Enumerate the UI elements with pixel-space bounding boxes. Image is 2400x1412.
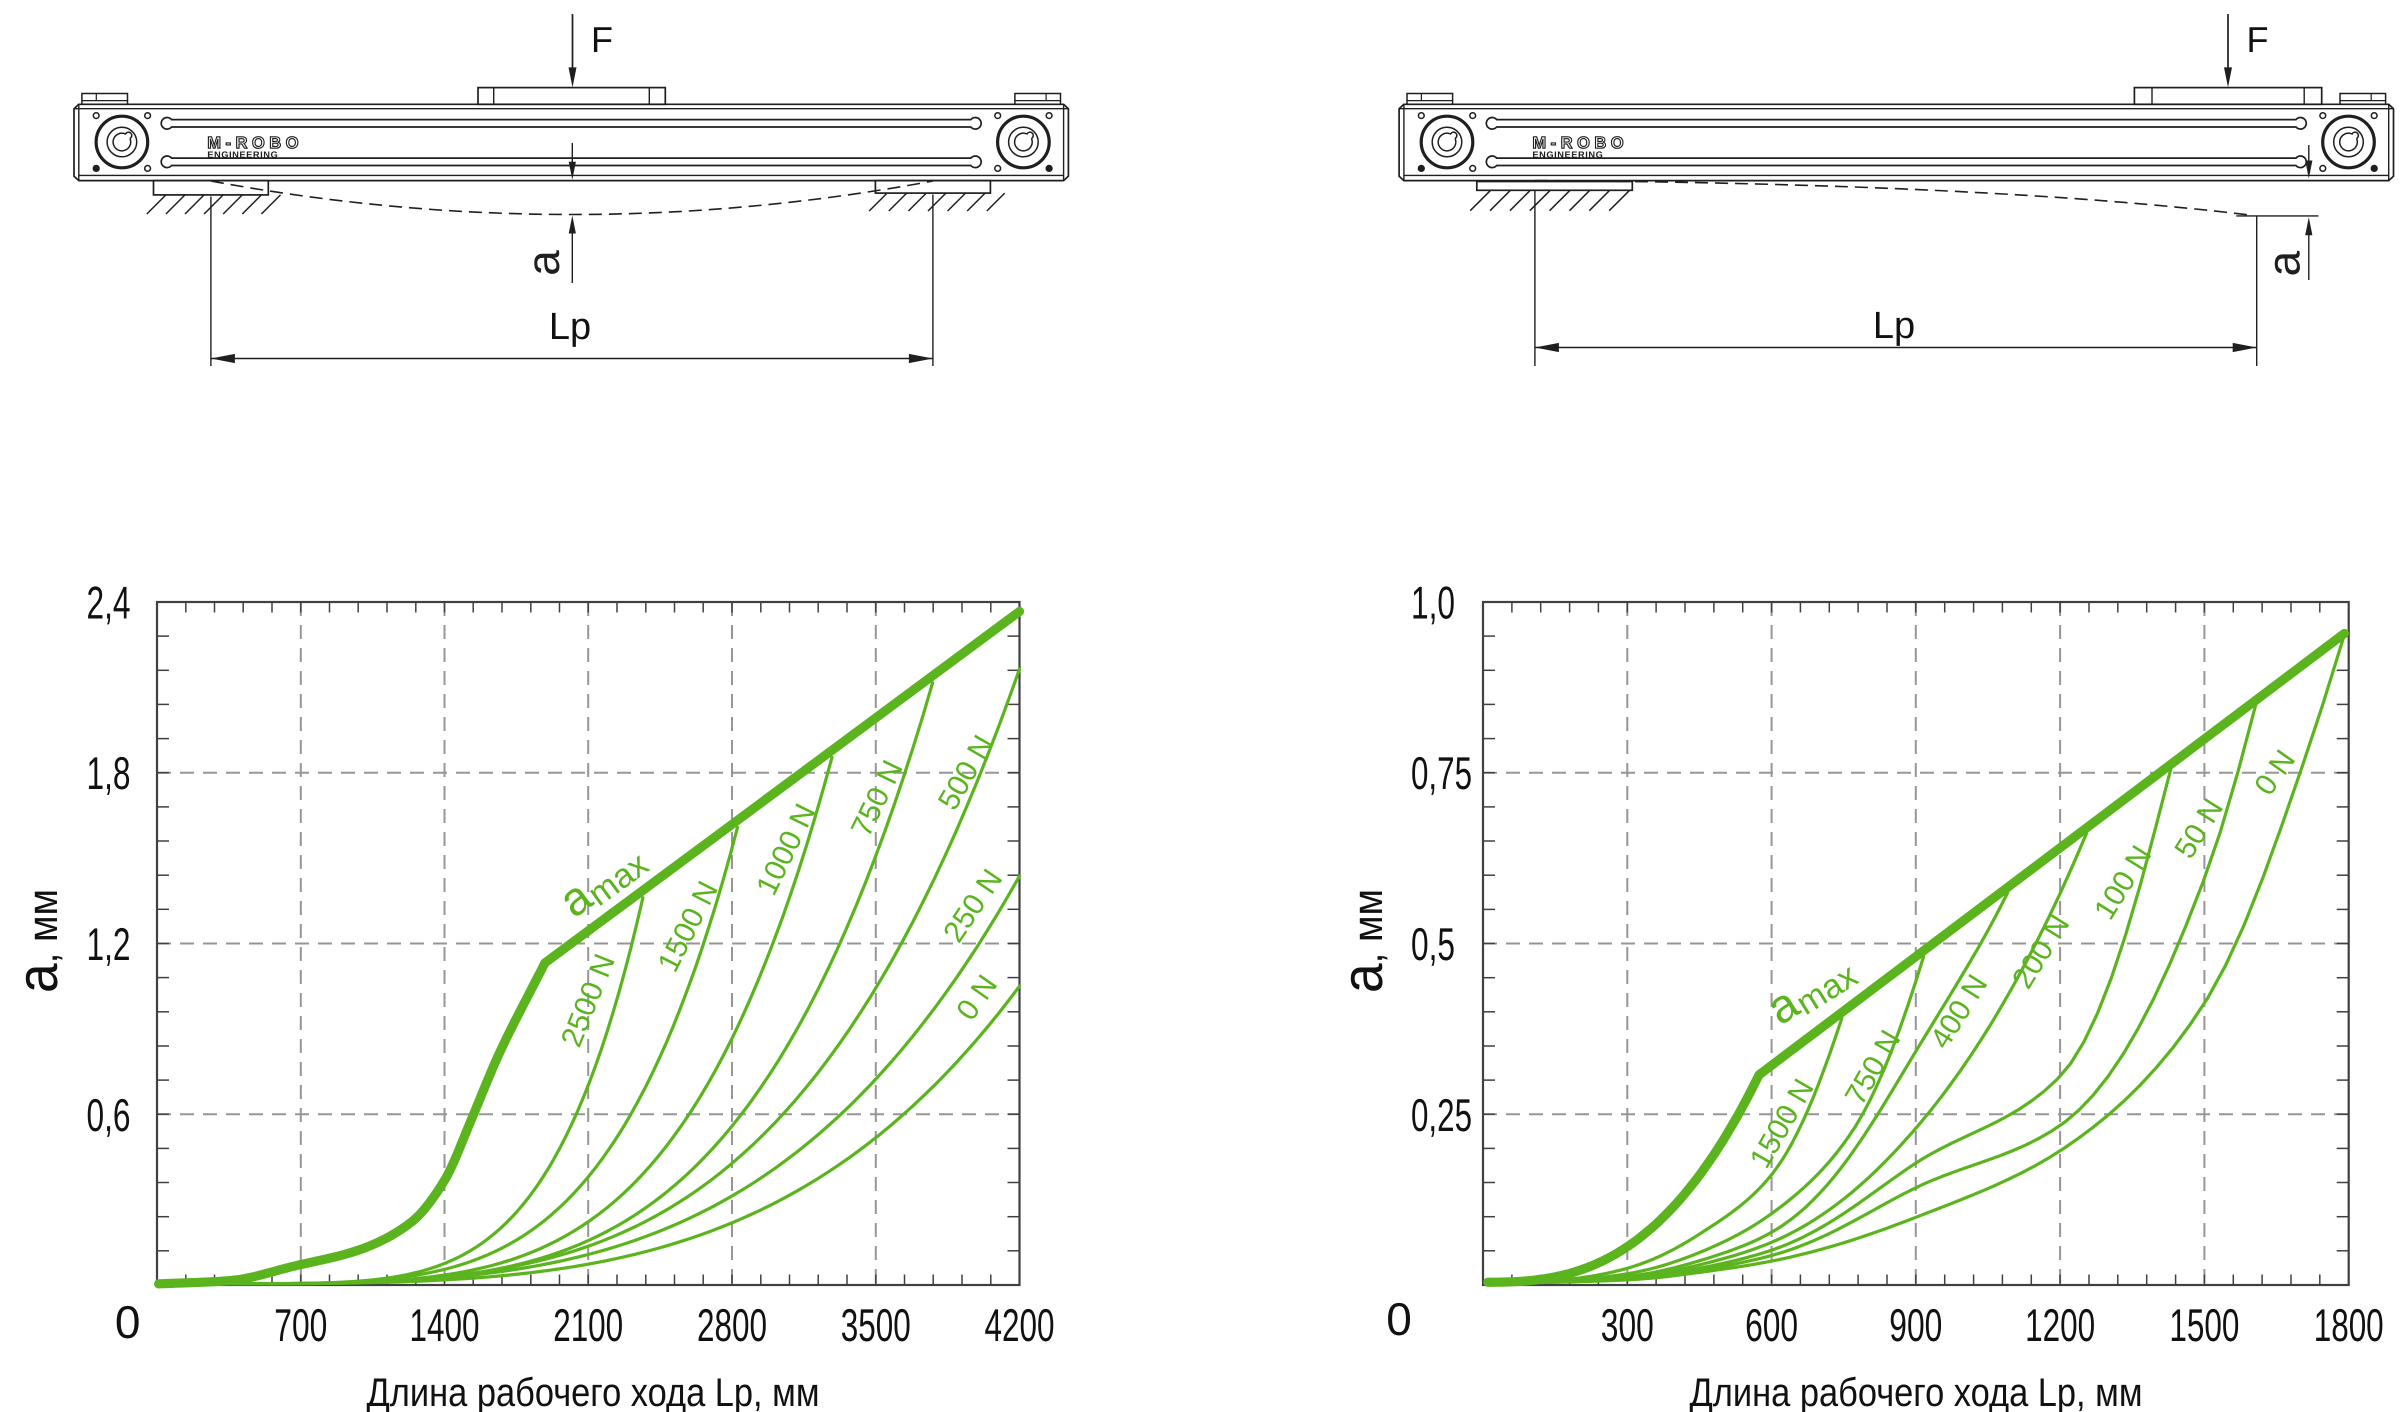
- svg-text:2800: 2800: [697, 1299, 767, 1351]
- svg-text:600: 600: [1745, 1299, 1798, 1351]
- svg-text:1,8: 1,8: [87, 747, 131, 799]
- svg-text:0,75: 0,75: [1411, 747, 1472, 799]
- svg-text:300: 300: [1601, 1299, 1654, 1351]
- svg-text:900: 900: [1889, 1299, 1942, 1351]
- svg-text:0,6: 0,6: [87, 1089, 131, 1141]
- svg-text:1500: 1500: [2169, 1299, 2239, 1351]
- svg-text:0: 0: [115, 1296, 141, 1348]
- svg-text:0,25: 0,25: [1411, 1089, 1472, 1141]
- svg-text:1200: 1200: [2025, 1299, 2095, 1351]
- svg-text:4200: 4200: [985, 1299, 1055, 1351]
- svg-text:1400: 1400: [410, 1299, 480, 1351]
- svg-text:Длина рабочего хода Lp, мм: Длина рабочего хода Lp, мм: [367, 1371, 820, 1412]
- svg-text:1,2: 1,2: [87, 918, 131, 970]
- svg-text:2,4: 2,4: [87, 577, 131, 629]
- svg-text:1800: 1800: [2314, 1299, 2384, 1351]
- svg-text:Lp: Lp: [1873, 305, 1915, 347]
- svg-text:1,0: 1,0: [1411, 577, 1455, 629]
- svg-text:F: F: [2247, 19, 2269, 60]
- svg-text:2100: 2100: [553, 1299, 623, 1351]
- svg-text:Длина рабочего хода Lp, мм: Длина рабочего хода Lp, мм: [1690, 1371, 2143, 1412]
- svg-text:F: F: [591, 19, 613, 60]
- svg-text:0: 0: [1386, 1293, 1412, 1345]
- svg-text:0,5: 0,5: [1411, 918, 1455, 970]
- svg-text:Lp: Lp: [549, 306, 591, 348]
- svg-text:3500: 3500: [841, 1299, 911, 1351]
- svg-text:700: 700: [274, 1299, 327, 1351]
